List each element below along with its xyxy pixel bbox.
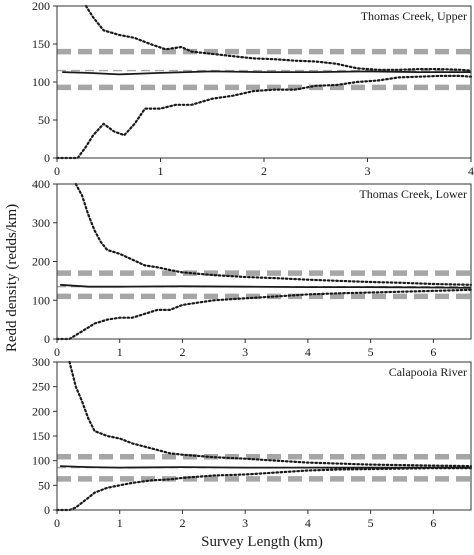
y-tick-label: 400 — [32, 177, 50, 191]
x-tick-label: 0 — [54, 516, 60, 530]
panel-title: Thomas Creek, Upper — [361, 9, 467, 23]
series-dotted-upper — [74, 182, 473, 286]
y-tick-label: 300 — [32, 216, 50, 230]
panel-1: 0 50 100 150 200 0 1 2 3 4 Thomas Creek, Upper — [32, 0, 474, 178]
x-tick-label: 6 — [430, 345, 436, 359]
y-tick-label: 100 — [32, 293, 50, 307]
x-axis-title: Survey Length (km) — [201, 534, 323, 550]
y-tick-label: 300 — [32, 355, 50, 369]
x-tick-label: 5 — [368, 516, 374, 530]
plot-frame — [56, 183, 472, 340]
x-tick-label: 2 — [261, 164, 267, 178]
series-dotted-lower — [55, 467, 473, 512]
panel-title: Calapooia River — [389, 365, 467, 379]
x-tick-label: 4 — [468, 164, 474, 178]
series-solid — [62, 70, 471, 76]
y-tick-label: 50 — [38, 113, 50, 127]
y-tick-label: 100 — [32, 454, 50, 468]
x-tick-label: 1 — [158, 164, 164, 178]
x-tick-label: 3 — [242, 516, 248, 530]
x-tick-label: 1 — [117, 345, 123, 359]
x-tick-label: 2 — [179, 345, 185, 359]
y-tick-label: 200 — [32, 0, 50, 13]
x-tick-label: 4 — [305, 345, 311, 359]
y-tick-label: 0 — [44, 332, 50, 346]
y-tick-label: 150 — [32, 429, 50, 443]
series-dotted-lower — [55, 288, 473, 341]
x-tick-label: 3 — [242, 345, 248, 359]
plot-frame — [56, 5, 472, 159]
panel-3: 0 50 100 150 200 250 300 0 1 2 3 4 5 6 Calapooia River — [32, 355, 473, 530]
x-tick-label: 1 — [117, 516, 123, 530]
series-dotted-upper — [68, 360, 473, 468]
panel-title: Thomas Creek, Lower — [359, 187, 467, 201]
y-tick-label: 50 — [38, 478, 50, 492]
y-tick-label: 0 — [44, 151, 50, 165]
x-tick-label: 0 — [54, 345, 60, 359]
series-solid — [60, 283, 472, 289]
y-tick-label: 200 — [32, 255, 50, 269]
x-tick-label: 3 — [365, 164, 371, 178]
x-tick-label: 0 — [54, 164, 60, 178]
series-dotted-upper — [84, 4, 473, 72]
y-tick-label: 150 — [32, 37, 50, 51]
x-tick-label: 4 — [305, 516, 311, 530]
y-tick-label: 250 — [32, 380, 50, 394]
plot-frame — [56, 361, 472, 511]
x-tick-label: 5 — [368, 345, 374, 359]
y-tick-label: 200 — [32, 404, 50, 418]
x-tick-label: 2 — [179, 516, 185, 530]
y-axis-title: Redd density (redds/km) — [4, 204, 20, 352]
x-tick-label: 6 — [430, 516, 436, 530]
panel-2: 0 100 200 300 400 0 1 2 3 4 5 6 Thomas Creek, Lower — [32, 177, 473, 359]
series-solid — [60, 465, 471, 469]
series-dotted-lower — [55, 74, 473, 160]
y-tick-label: 100 — [32, 75, 50, 89]
y-tick-label: 0 — [44, 503, 50, 517]
